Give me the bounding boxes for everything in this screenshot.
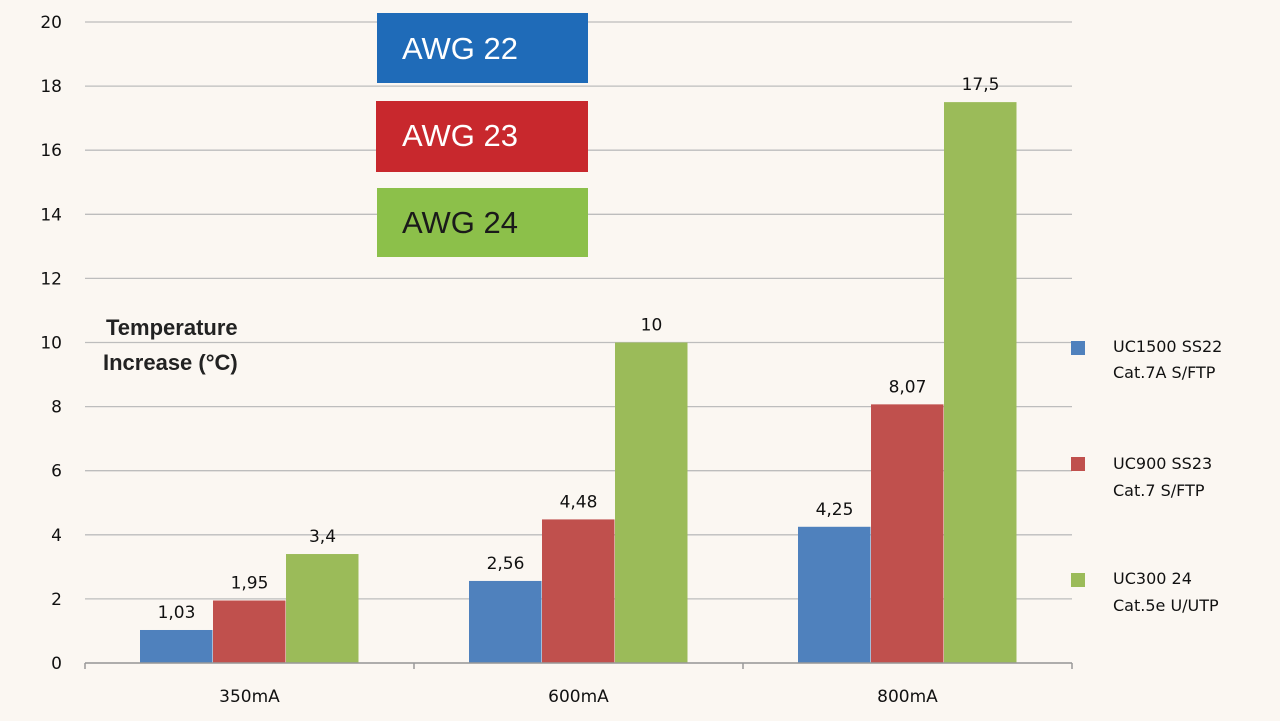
legend-sublabel-uc1500: Cat.7A S/FTP <box>1113 363 1216 382</box>
legend-sublabel-uc300: Cat.5e U/UTP <box>1113 596 1219 615</box>
y-tick-label-8: 8 <box>51 398 62 418</box>
category-label-600mA: 600mA <box>548 687 609 707</box>
x-axis <box>84 662 1073 669</box>
awg-23-box <box>376 101 588 172</box>
awg-24-label: AWG 24 <box>402 205 518 240</box>
awg-22-label: AWG 22 <box>402 31 518 66</box>
legend: UC1500 SS22 Cat.7A S/FTP UC900 SS23 Cat.… <box>1071 337 1222 615</box>
data-labels: 1,03 1,95 3,4 2,56 4,48 10 4,25 8,07 17,5 <box>158 75 1000 623</box>
bar-350mA-series-3 <box>286 554 359 663</box>
y-tick-label-2: 2 <box>51 590 62 610</box>
data-label-600mA-series-3: 10 <box>641 316 663 336</box>
bar-350mA-series-1 <box>140 629 213 663</box>
category-label-800mA: 800mA <box>877 687 938 707</box>
y-tick-label-18: 18 <box>40 77 62 97</box>
bar-350mA-series-2 <box>213 600 286 663</box>
awg-24-box <box>377 188 588 257</box>
awg-22-box <box>377 13 588 83</box>
data-label-800mA-series-2: 8,07 <box>889 377 927 397</box>
bar-600mA-series-1 <box>469 580 542 663</box>
bar-800mA-series-2 <box>871 404 944 663</box>
legend-label-uc300: UC300 24 <box>1113 569 1192 588</box>
data-label-350mA-series-2: 1,95 <box>231 574 269 594</box>
y-axis-title: Temperature Increase (°C) <box>103 315 238 375</box>
y-tick-label-0: 0 <box>51 654 62 674</box>
data-label-350mA-series-3: 3,4 <box>309 527 336 547</box>
data-label-600mA-series-2: 4,48 <box>560 492 598 512</box>
y-axis-ticks: 0 2 4 6 8 10 12 14 16 18 20 <box>40 13 62 674</box>
y-tick-label-20: 20 <box>40 13 62 33</box>
legend-label-uc1500: UC1500 SS22 <box>1113 337 1222 356</box>
data-label-800mA-series-1: 4,25 <box>816 500 854 520</box>
awg-annotation-boxes: AWG 22 AWG 23 AWG 24 <box>376 13 588 257</box>
category-labels: 350mA 600mA 800mA <box>219 687 938 707</box>
legend-swatch-uc300 <box>1071 573 1085 587</box>
bars <box>140 102 1017 663</box>
y-tick-label-6: 6 <box>51 462 62 482</box>
data-label-350mA-series-1: 1,03 <box>158 603 196 623</box>
y-tick-label-12: 12 <box>40 269 62 289</box>
legend-sublabel-uc900: Cat.7 S/FTP <box>1113 481 1205 500</box>
bar-600mA-series-3 <box>615 342 688 663</box>
data-label-600mA-series-1: 2,56 <box>487 554 525 574</box>
y-tick-label-16: 16 <box>40 141 62 161</box>
y-axis-title-line-1: Temperature <box>106 315 238 340</box>
y-tick-label-14: 14 <box>40 205 62 225</box>
awg-23-label: AWG 23 <box>402 118 518 153</box>
data-label-800mA-series-3: 17,5 <box>962 75 1000 95</box>
legend-swatch-uc1500 <box>1071 341 1085 355</box>
bar-600mA-series-2 <box>542 519 615 663</box>
y-tick-label-10: 10 <box>40 334 62 354</box>
y-axis-title-line-2: Increase (°C) <box>103 350 238 375</box>
bar-800mA-series-1 <box>798 526 871 663</box>
bar-800mA-series-3 <box>944 102 1017 663</box>
legend-label-uc900: UC900 SS23 <box>1113 454 1212 473</box>
category-label-350mA: 350mA <box>219 687 280 707</box>
y-tick-label-4: 4 <box>51 526 62 546</box>
legend-swatch-uc900 <box>1071 457 1085 471</box>
